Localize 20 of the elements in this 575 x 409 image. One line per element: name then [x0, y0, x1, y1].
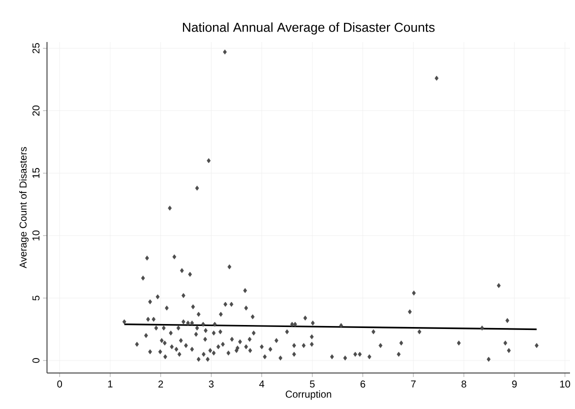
- y-axis-title: Average Count of Disasters: [19, 147, 29, 268]
- y-tick-label: 25: [32, 43, 40, 54]
- x-tick-label: 0: [57, 380, 62, 388]
- x-tick-label: 3: [208, 380, 214, 388]
- y-tick-label: 20: [32, 106, 40, 116]
- x-tick-label: 7: [411, 380, 416, 388]
- x-axis-title: Corruption: [286, 390, 332, 400]
- y-tick-label: 10: [32, 230, 40, 240]
- x-tick-label: 5: [310, 380, 315, 388]
- x-tick-label: 2: [158, 380, 163, 388]
- y-tick-label: 15: [32, 168, 40, 178]
- x-tick-label: 6: [360, 380, 366, 388]
- x-tick-label: 1: [108, 380, 112, 388]
- x-tick-label: 8: [462, 380, 466, 388]
- y-tick-label: 5: [32, 296, 40, 300]
- x-tick-label: 9: [512, 380, 517, 388]
- x-tick-label: 10: [560, 380, 570, 388]
- y-tick-label: 0: [32, 358, 40, 363]
- x-tick-label: 4: [259, 380, 264, 388]
- chart-title: National Annual Average of Disaster Counts: [182, 22, 435, 34]
